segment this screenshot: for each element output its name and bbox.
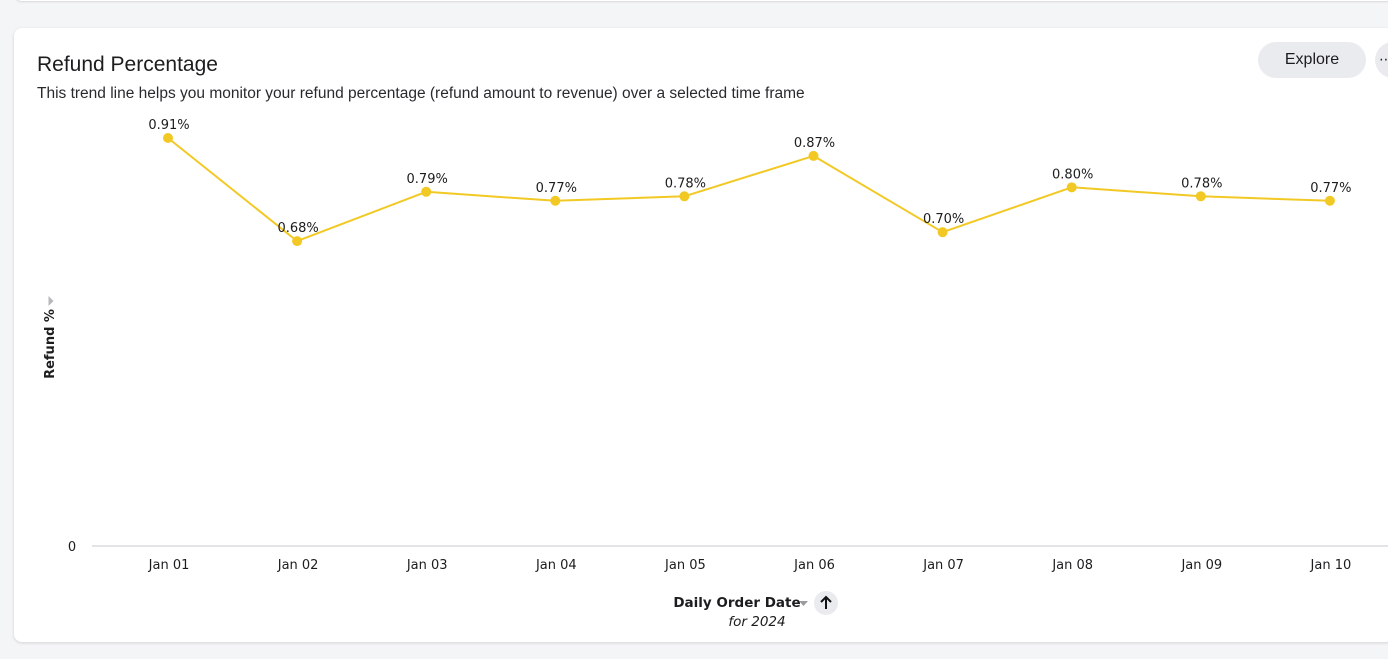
data-point[interactable] (937, 227, 948, 238)
data-label: 0.78% (1181, 176, 1222, 191)
x-tick-label: Jan 09 (1180, 558, 1222, 573)
data-point[interactable] (808, 150, 819, 161)
explore-button[interactable]: Explore (1258, 42, 1366, 78)
data-point[interactable] (163, 133, 173, 143)
more-options-button[interactable]: ⋯ (1375, 42, 1388, 78)
x-tick-label: Jan 01 (148, 558, 190, 573)
card-subtitle: This trend line helps you monitor your r… (37, 85, 805, 102)
card-title: Refund Percentage (37, 53, 218, 76)
data-label: 0.80% (1052, 167, 1093, 182)
refund-series-line (167, 137, 1330, 243)
data-label: 0.79% (407, 172, 448, 187)
data-point[interactable] (1195, 191, 1206, 202)
caret-down-icon (799, 601, 808, 606)
data-label: 0.78% (665, 176, 706, 191)
data-label: 0.91% (148, 118, 189, 133)
data-label: 0.68% (277, 221, 318, 236)
x-tick-label: Jan 10 (1310, 558, 1352, 573)
x-axis-title: Daily Order Date (673, 595, 800, 611)
caret-right-icon (48, 296, 54, 306)
x-tick-label: Jan 02 (277, 558, 319, 573)
previous-card-edge (14, 0, 1388, 1)
x-tick-label: Jan 08 (1051, 558, 1093, 573)
data-label: 0.77% (536, 181, 577, 196)
more-horizontal-icon: ⋯ (1379, 52, 1388, 68)
data-point[interactable] (292, 236, 303, 247)
data-point[interactable] (550, 195, 561, 206)
x-tick-label: Jan 06 (793, 558, 835, 573)
data-point[interactable] (1324, 195, 1335, 206)
y-tick-label: 0 (68, 540, 76, 555)
x-tick-label: Jan 05 (664, 558, 706, 573)
refund-percentage-card: Refund Percentage This trend line helps … (14, 28, 1388, 642)
data-point[interactable] (679, 191, 690, 202)
x-tick-label: Jan 03 (406, 558, 448, 573)
x-axis-subtitle: for 2024 (728, 614, 785, 630)
data-point[interactable] (421, 186, 432, 197)
x-axis-title-group[interactable]: Daily Order Date (673, 595, 808, 611)
data-point[interactable] (1066, 182, 1077, 193)
y-axis-title-group[interactable]: Refund % (43, 296, 58, 379)
arrow-up-icon (820, 595, 832, 609)
data-label: 0.77% (1310, 181, 1351, 196)
y-axis-title: Refund % (43, 309, 58, 379)
data-label: 0.87% (794, 136, 835, 151)
x-tick-label: Jan 07 (922, 558, 964, 573)
x-tick-label: Jan 04 (535, 558, 577, 573)
sort-button[interactable] (814, 591, 838, 615)
data-label: 0.70% (923, 212, 964, 227)
